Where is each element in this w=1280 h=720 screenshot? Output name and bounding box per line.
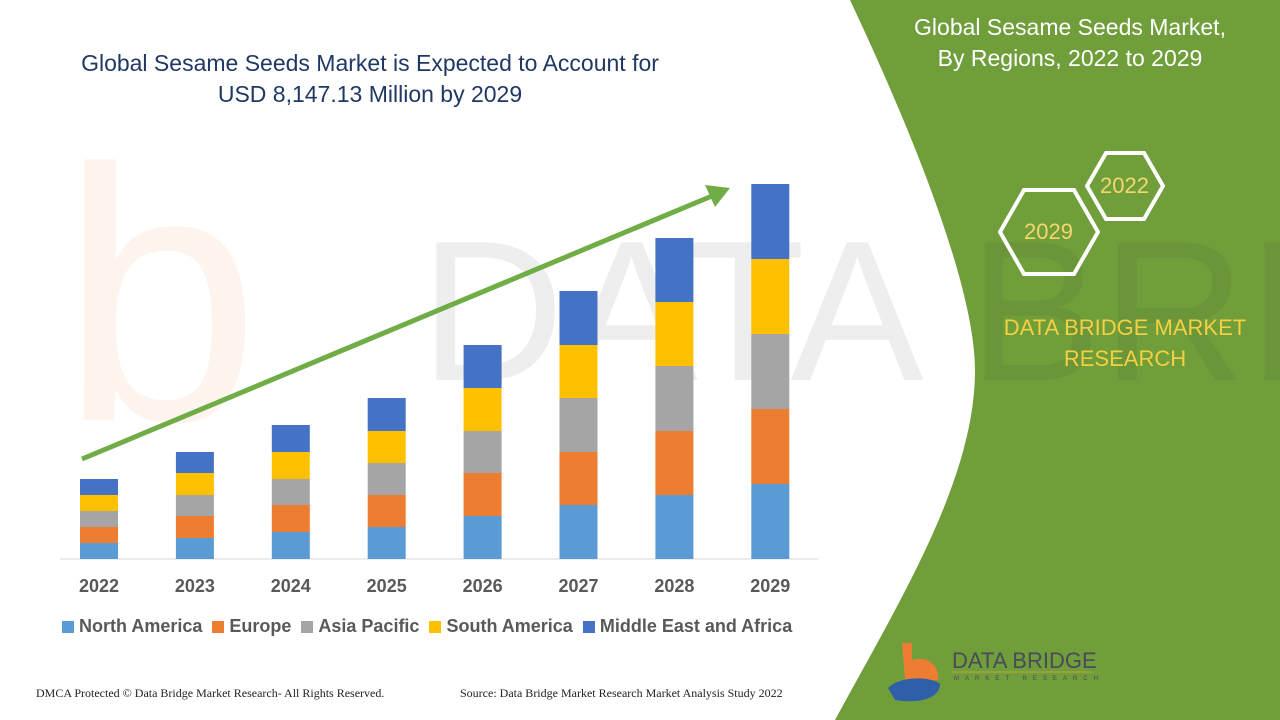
x-tick-label: 2023: [175, 576, 215, 596]
logo-subtext: MARKET RESEARCH: [954, 676, 1104, 682]
trend-arrow: [81, 185, 730, 462]
bar-2023-south-america: [175, 473, 214, 495]
x-tick-label: 2027: [558, 576, 598, 596]
title-line-1: Global Sesame Seeds Market is Expected t…: [81, 50, 659, 76]
bar-2024-asia-pacific: [271, 479, 310, 505]
legend-label: Asia Pacific: [318, 616, 420, 636]
hex-2029-icon: [997, 188, 1101, 276]
green-side-panel: [835, 0, 1280, 720]
bar-2024-south-america: [271, 452, 310, 479]
bar-2026-middle-east-and-africa: [463, 345, 502, 388]
bar-2023-europe: [175, 516, 214, 538]
logo-icon: [888, 643, 940, 702]
hex-end-label: 2029: [1024, 219, 1073, 244]
legend-swatch: [301, 620, 314, 633]
bar-2022-south-america: [80, 495, 118, 511]
legend-label: Europe: [229, 616, 292, 636]
legend-swatch: [429, 620, 442, 633]
bar-2027-south-america: [559, 345, 598, 398]
bar-2029-north-america: [751, 484, 790, 559]
bar-2025-south-america: [367, 431, 406, 463]
bar-2029-middle-east-and-africa: [751, 184, 790, 259]
legend-item: Asia Pacific: [301, 616, 419, 637]
legend-item: North America: [62, 616, 202, 637]
legend-item: Middle East and Africa: [582, 616, 793, 637]
bar-2023-asia-pacific: [175, 495, 214, 516]
legend-item: South America: [429, 616, 573, 637]
bar-2022-north-america: [80, 543, 118, 559]
side-title-line-1: Global Sesame Seeds Market,: [914, 14, 1226, 40]
legend-swatch: [582, 620, 595, 633]
x-tick-label: 2028: [654, 576, 694, 596]
x-tick-label: 2029: [750, 576, 790, 596]
bar-2023-middle-east-and-africa: [175, 452, 214, 473]
x-tick-label: 2024: [271, 576, 311, 596]
legend-item: Europe: [212, 616, 291, 637]
hex-start-label: 2022: [1100, 173, 1149, 198]
chart-title: Global Sesame Seeds Market is Expected t…: [40, 48, 700, 110]
legend: North America Europe Asia Pacific South Ame…: [62, 616, 792, 637]
legend-swatch: [212, 620, 225, 633]
bar-2027-asia-pacific: [559, 398, 598, 452]
brand-line-1: DATA BRIDGE MARKET: [1003, 315, 1247, 340]
bar-2027-middle-east-and-africa: [559, 291, 598, 345]
bar-2026-europe: [463, 473, 502, 516]
bar-2024-middle-east-and-africa: [271, 425, 310, 452]
bar-2026-south-america: [463, 388, 502, 431]
bar-2029-south-america: [751, 259, 790, 334]
hex-2022-icon: [1084, 151, 1166, 221]
bar-2027-north-america: [559, 505, 598, 559]
svg-text:b: b: [60, 95, 260, 497]
legend-swatch: [62, 620, 74, 633]
bar-2024-north-america: [271, 532, 310, 559]
title-line-2: USD 8,147.13 Million by 2029: [217, 81, 523, 107]
footer-copyright: DMCA Protected © Data Bridge Market Rese…: [36, 686, 385, 700]
bar-2028-south-america: [655, 302, 694, 366]
bar-2026-north-america: [463, 516, 502, 559]
bar-2022-europe: [80, 527, 118, 543]
bar-2022-asia-pacific: [80, 511, 118, 527]
brand-text: DATA BRIDGE MARKET RESEARCH: [980, 312, 1270, 374]
bar-2029-asia-pacific: [751, 334, 790, 409]
x-tick-labels: 2022 2023 2024 2025 2026 2027 2028 2029: [79, 576, 790, 596]
bar-2028-asia-pacific: [655, 366, 694, 431]
side-title-line-2: By Regions, 2022 to 2029: [937, 45, 1203, 71]
x-tick-label: 2022: [79, 576, 119, 596]
bars: [80, 184, 790, 559]
bar-2025-middle-east-and-africa: [367, 398, 406, 431]
x-tick-label: 2026: [463, 576, 503, 596]
bar-2028-north-america: [655, 495, 694, 559]
legend-label: North America: [79, 616, 203, 636]
brand-line-2: RESEARCH: [1063, 346, 1187, 371]
bar-2025-north-america: [367, 527, 406, 559]
bar-2028-middle-east-and-africa: [655, 238, 694, 302]
legend-label: South America: [446, 616, 573, 636]
bar-2028-europe: [655, 431, 694, 495]
logo-text: DATA BRIDGE: [952, 648, 1097, 673]
bar-2027-europe: [559, 452, 598, 505]
bar-2029-europe: [751, 409, 790, 484]
bar-2025-asia-pacific: [367, 463, 406, 495]
bar-2024-europe: [271, 505, 310, 532]
legend-label: Middle East and Africa: [599, 616, 793, 636]
bar-2025-europe: [367, 495, 406, 527]
bar-2026-asia-pacific: [463, 431, 502, 473]
x-tick-label: 2025: [367, 576, 407, 596]
bar-2022-middle-east-and-africa: [80, 479, 118, 495]
side-title: Global Sesame Seeds Market, By Regions, …: [890, 12, 1250, 74]
footer-source: Source: Data Bridge Market Research Mark…: [460, 686, 783, 700]
bar-2023-north-america: [175, 538, 214, 559]
